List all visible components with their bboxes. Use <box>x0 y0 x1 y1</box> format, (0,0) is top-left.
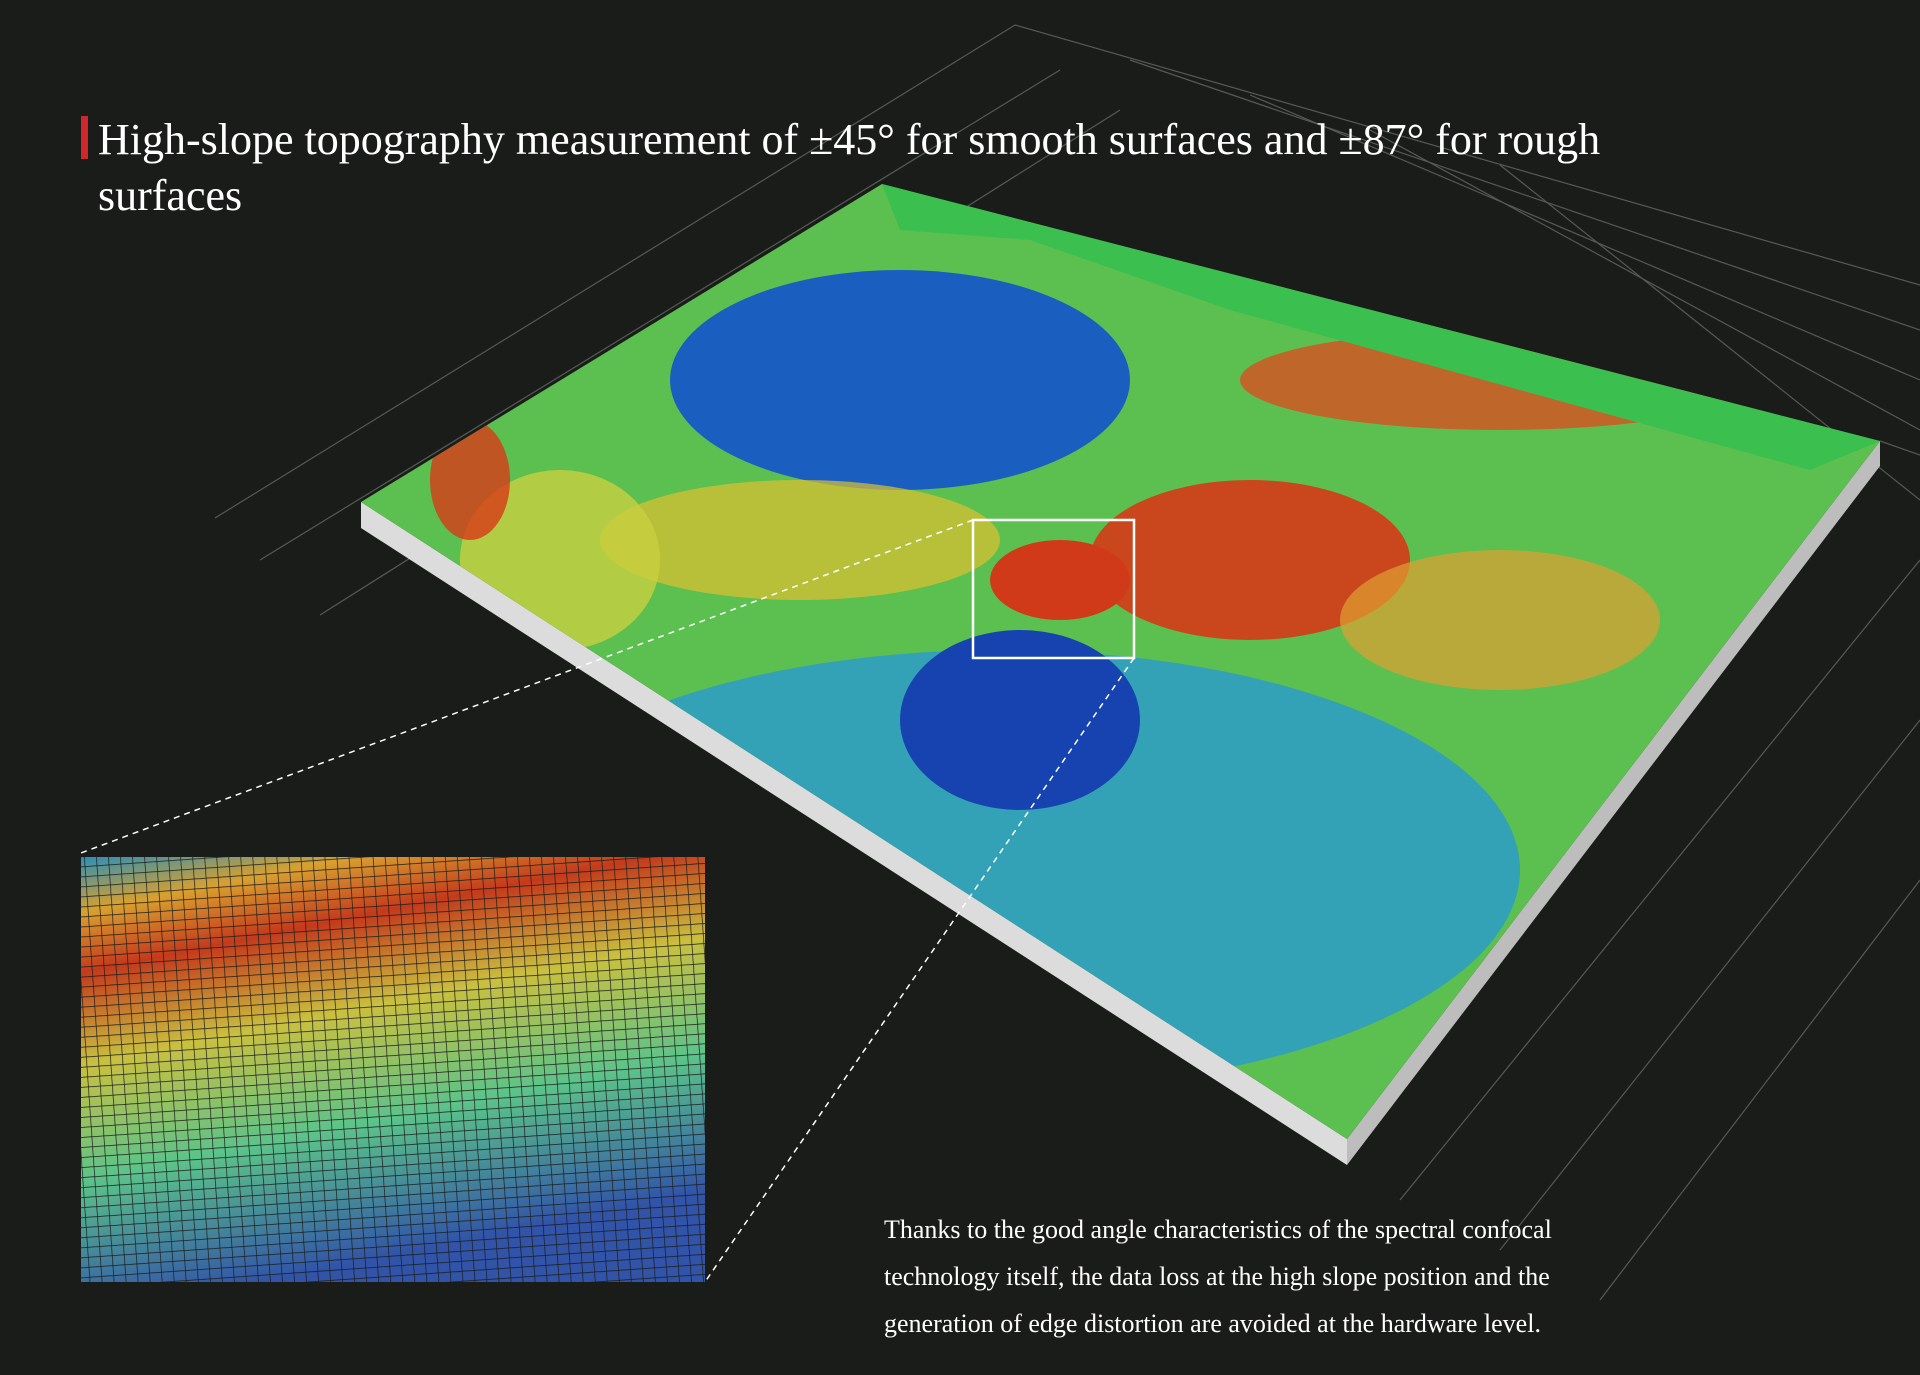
description: Thanks to the good angle characteristics… <box>884 1206 1552 1347</box>
description-line: technology itself, the data loss at the … <box>884 1262 1550 1291</box>
description-line: generation of edge distortion are avoide… <box>884 1309 1541 1338</box>
description-line: Thanks to the good angle characteristics… <box>884 1215 1552 1244</box>
mesh-inset <box>81 857 705 1282</box>
zoom-box <box>971 518 1136 660</box>
slab-side <box>361 502 1347 1165</box>
zoom-lines <box>80 519 1135 1283</box>
title: High-slope topography measurement of ±45… <box>98 115 1601 220</box>
title-accent <box>81 116 88 159</box>
slab-side <box>1347 441 1880 1165</box>
